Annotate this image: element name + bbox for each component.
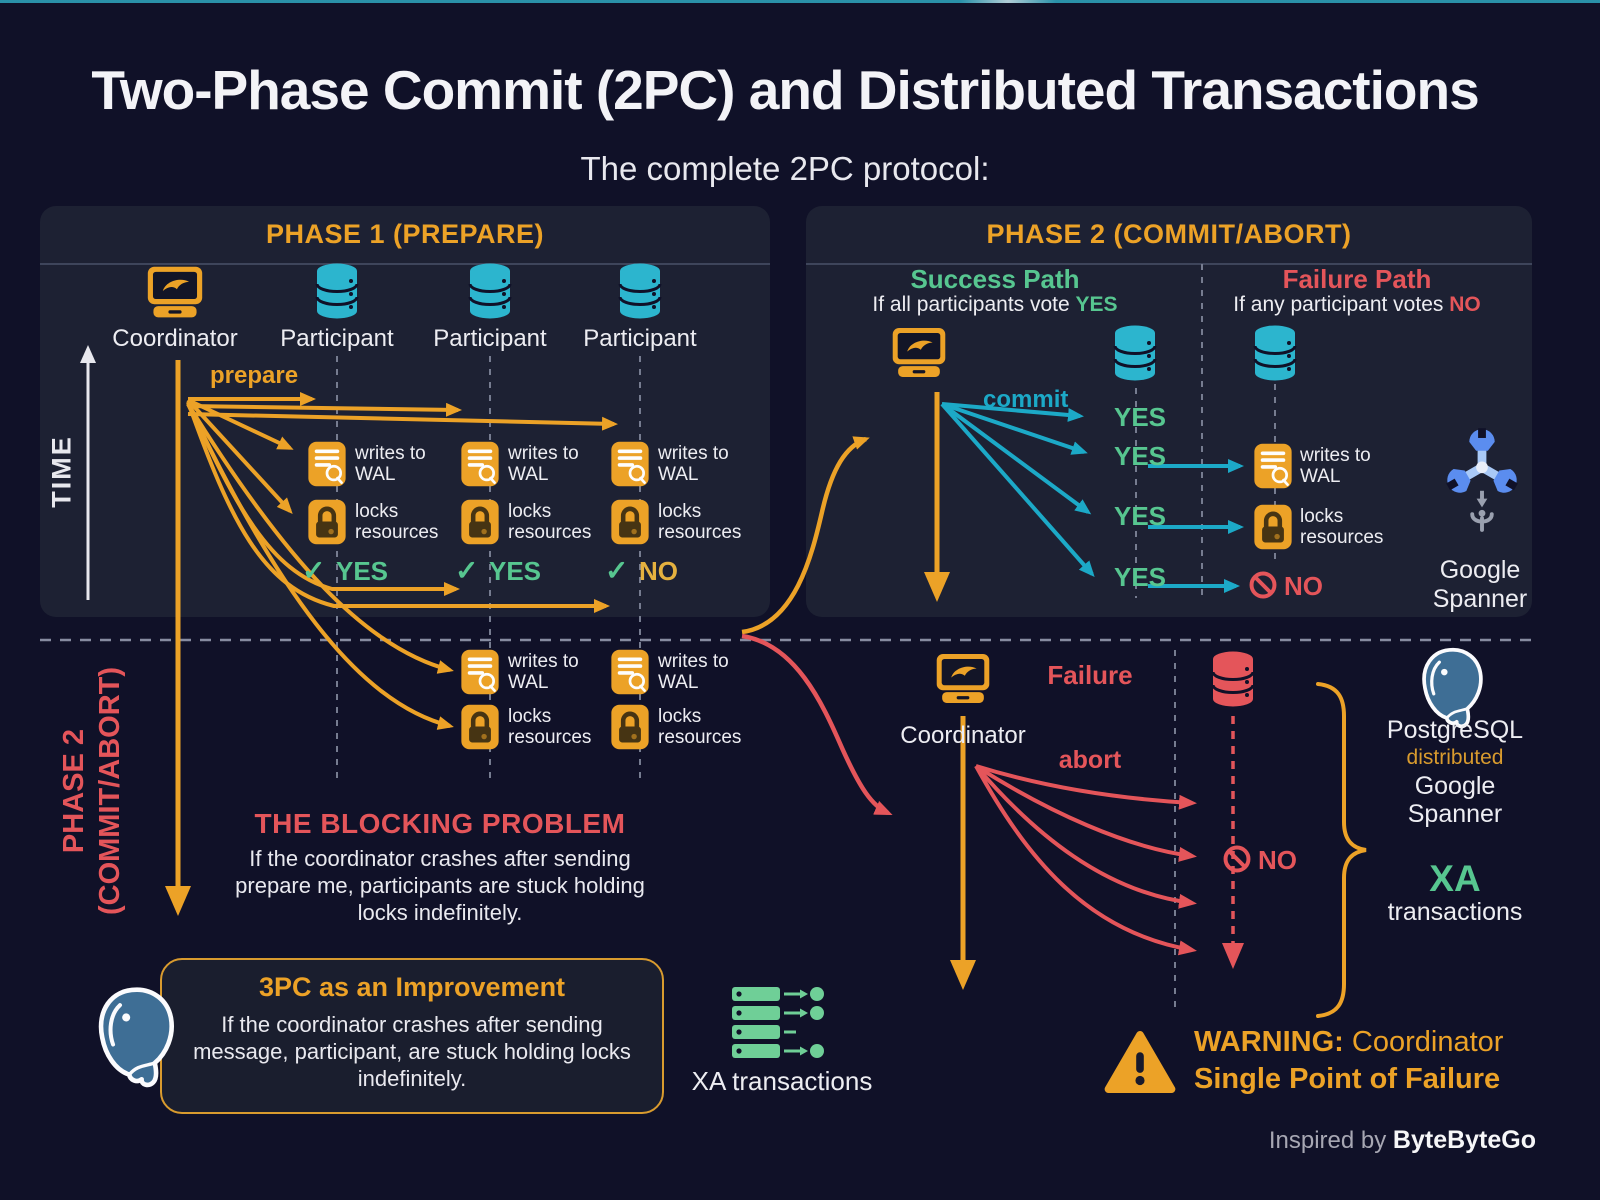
writes-to-wal-icon xyxy=(1253,442,1293,490)
prepare-label: prepare xyxy=(210,362,299,389)
yes-vote-label: YES xyxy=(1114,402,1167,432)
check-icon: ✓ xyxy=(302,555,326,586)
locks-resources-icon xyxy=(610,498,650,546)
locks-label: locks resources xyxy=(658,501,742,543)
success-path-title: Success Path xyxy=(910,264,1080,294)
no-prohibition-icon xyxy=(1222,844,1252,874)
coordinator-icon xyxy=(145,264,205,320)
warning-triangle-icon xyxy=(1103,1028,1177,1096)
improvement-box: 3PC as an Improvement If the coordinator… xyxy=(160,958,664,1114)
wal-label: writes to WAL xyxy=(508,651,579,693)
vote-label: NO xyxy=(639,556,678,586)
participant-label: Participant xyxy=(583,325,697,352)
locks-resources-icon xyxy=(610,703,650,751)
coordinator-icon xyxy=(890,326,948,379)
participant-database-icon xyxy=(1111,324,1159,382)
locks-label: locks resources xyxy=(355,501,439,543)
spanner-label: Spanner xyxy=(1407,800,1503,828)
vote-label: YES xyxy=(489,556,542,586)
locks-resources-icon xyxy=(460,498,500,546)
success-path-condition: If all participants vote YES xyxy=(872,293,1118,316)
participant-database-icon xyxy=(313,262,361,320)
participant-database-icon xyxy=(466,262,514,320)
time-axis-label: TIME xyxy=(46,435,77,508)
commit-arrows xyxy=(940,402,1244,593)
commit-label: commit xyxy=(983,386,1069,413)
wal-label: writes to WAL xyxy=(658,443,729,485)
yes-vote-label: YES xyxy=(1114,562,1167,592)
improvement-title: 3PC as an Improvement xyxy=(258,972,566,1002)
blocking-problem-title: THE BLOCKING PROBLEM xyxy=(254,808,626,839)
transactions-label: transactions xyxy=(1387,898,1523,926)
vote-label: YES xyxy=(336,556,389,586)
abort-label: abort xyxy=(1058,746,1122,774)
locks-label: locks resources xyxy=(508,706,592,748)
coordinator-label: Coordinator xyxy=(900,722,1026,749)
wal-label: writes to WAL xyxy=(1300,445,1371,487)
xa-transactions-label: XA transactions xyxy=(691,1066,873,1096)
footer-credit: Inspired by ByteByteGo xyxy=(1268,1126,1536,1154)
writes-to-wal-icon xyxy=(610,440,650,488)
phase1-header: PHASE 1 (PREPARE) xyxy=(40,206,770,265)
warning-text: WARNING: Coordinator Single Point of Fai… xyxy=(1194,1026,1504,1095)
wal-label: writes to WAL xyxy=(355,443,426,485)
wal-label: writes to WAL xyxy=(508,443,579,485)
phase2-side-label: PHASE 2 (COMMIT/ABORT) xyxy=(58,666,126,916)
phase2-header: PHASE 2 (COMMIT/ABORT) xyxy=(806,206,1532,265)
failure-path-condition: If any participant votes NO xyxy=(1233,293,1481,316)
locks-resources-icon xyxy=(460,703,500,751)
locks-label: locks resources xyxy=(658,706,742,748)
phase2-panel: PHASE 2 (COMMIT/ABORT) xyxy=(806,206,1532,617)
failure-path-title: Failure Path xyxy=(1282,264,1432,294)
participant-database-icon xyxy=(1251,324,1299,382)
failed-database-icon xyxy=(1209,650,1257,708)
distributed-label: distributed xyxy=(1406,746,1504,769)
abort-arrows xyxy=(741,633,1244,969)
yes-vote-label: YES xyxy=(1114,441,1167,471)
participant-label: Participant xyxy=(280,325,394,352)
writes-to-wal-icon xyxy=(460,440,500,488)
failure-label: Failure xyxy=(1047,660,1133,690)
google-spanner-label: Google Spanner xyxy=(1432,556,1528,613)
writes-to-wal-icon xyxy=(307,440,347,488)
xa-label: XA xyxy=(1429,858,1481,899)
google-spanner-icon xyxy=(1438,424,1526,538)
check-icon: ✓ xyxy=(455,555,479,586)
page-subtitle: The complete 2PC protocol: xyxy=(580,150,990,187)
check-icon: ✓ xyxy=(605,555,629,586)
no-prohibition-icon xyxy=(1248,570,1278,600)
top-edge-strip xyxy=(0,0,1600,3)
locks-resources-icon xyxy=(1253,503,1293,551)
blocking-problem-body: If the coordinator crashes after sending… xyxy=(235,846,645,925)
wal-label: writes to WAL xyxy=(658,651,729,693)
locks-label: locks resources xyxy=(508,501,592,543)
writes-to-wal-icon xyxy=(460,648,500,696)
postgresql-icon xyxy=(86,984,188,1088)
coordinator-icon xyxy=(934,652,992,705)
curly-brace xyxy=(1316,682,1367,1018)
locks-resources-icon xyxy=(307,498,347,546)
participant-database-icon xyxy=(616,262,664,320)
no-vote-label: NO xyxy=(1258,845,1297,875)
coordinator-label: Coordinator xyxy=(112,325,238,352)
locks-label: locks resources xyxy=(1300,506,1384,548)
xa-transactions-icon xyxy=(730,984,830,1062)
page-title: Two-Phase Commit (2PC) and Distributed T… xyxy=(91,59,1479,121)
participant-label: Participant xyxy=(433,325,547,352)
google-label: Google xyxy=(1414,772,1496,800)
postgresql-label: PostgreSQL xyxy=(1386,716,1524,744)
improvement-body: If the coordinator crashes after sending… xyxy=(193,1012,631,1091)
writes-to-wal-icon xyxy=(610,648,650,696)
no-vote-label: NO xyxy=(1284,571,1323,601)
prepare-arrows xyxy=(165,360,976,990)
yes-vote-label: YES xyxy=(1114,501,1167,531)
